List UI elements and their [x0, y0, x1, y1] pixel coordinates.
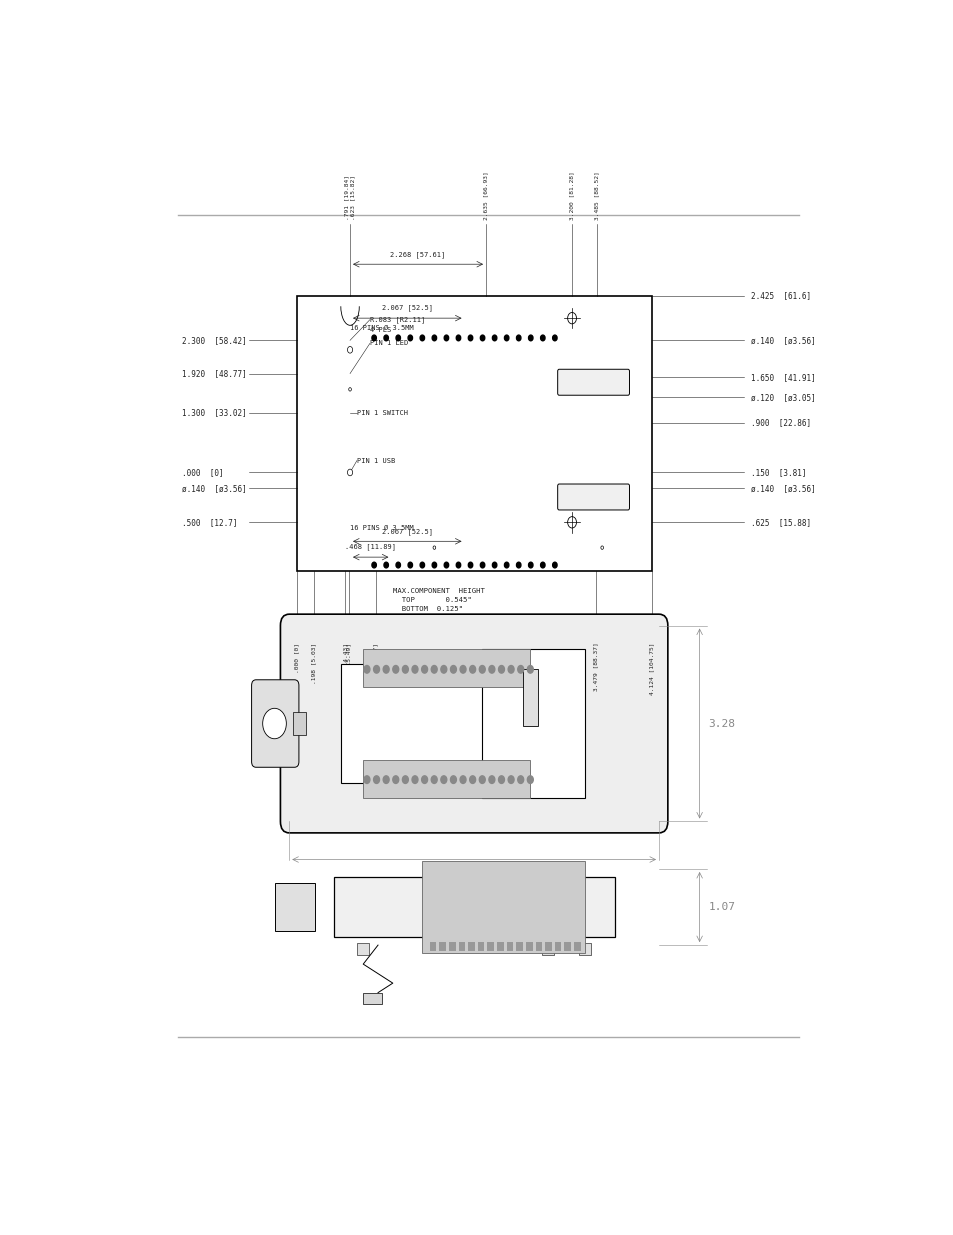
Circle shape	[508, 666, 514, 673]
Bar	[293, 713, 306, 735]
Text: 3.479 [88.37]: 3.479 [88.37]	[593, 642, 598, 692]
Text: 3.485 [88.52]: 3.485 [88.52]	[594, 170, 598, 220]
Text: .610 [15.49]: .610 [15.49]	[346, 642, 352, 688]
Text: .468 [11.89]: .468 [11.89]	[345, 543, 395, 551]
Circle shape	[528, 335, 533, 341]
Circle shape	[431, 666, 436, 673]
Text: .198 [5.03]: .198 [5.03]	[311, 642, 315, 684]
Circle shape	[527, 666, 533, 673]
Text: .625  [15.88]: .625 [15.88]	[751, 517, 811, 527]
Bar	[341, 663, 570, 783]
Bar	[363, 760, 529, 798]
Bar	[574, 942, 580, 951]
Text: .150  [3.81]: .150 [3.81]	[751, 468, 806, 477]
Circle shape	[450, 666, 456, 673]
Text: .000 [0]: .000 [0]	[294, 642, 299, 673]
Text: .900  [22.86]: .900 [22.86]	[751, 419, 811, 427]
Circle shape	[374, 776, 379, 783]
Bar	[525, 942, 532, 951]
Circle shape	[492, 562, 497, 568]
Circle shape	[567, 312, 576, 324]
Bar	[449, 942, 456, 951]
Circle shape	[412, 776, 417, 783]
Circle shape	[347, 347, 353, 353]
Circle shape	[421, 666, 427, 673]
Text: 2.635 [66.93]: 2.635 [66.93]	[483, 170, 488, 220]
Circle shape	[480, 562, 484, 568]
Circle shape	[402, 666, 408, 673]
Text: 1.300  [33.02]: 1.300 [33.02]	[182, 409, 247, 417]
Circle shape	[393, 666, 398, 673]
Circle shape	[540, 335, 544, 341]
Bar	[578, 944, 590, 955]
Text: 2.425  [61.6]: 2.425 [61.6]	[751, 291, 811, 300]
Circle shape	[552, 335, 557, 341]
Circle shape	[492, 335, 497, 341]
Circle shape	[552, 562, 557, 568]
Circle shape	[488, 666, 495, 673]
FancyBboxPatch shape	[280, 614, 667, 832]
Circle shape	[517, 776, 523, 783]
Text: PIN 1 USB: PIN 1 USB	[356, 458, 395, 463]
Text: .500  [12.7]: .500 [12.7]	[182, 517, 237, 527]
Text: 5.77: 5.77	[460, 872, 487, 882]
Circle shape	[402, 776, 408, 783]
Bar	[497, 942, 503, 951]
Bar	[429, 942, 436, 951]
Bar	[439, 942, 446, 951]
Text: .791 [19.84]
.623 [15.82]: .791 [19.84] .623 [15.82]	[344, 174, 355, 220]
Text: 1.650  [41.91]: 1.650 [41.91]	[751, 373, 815, 382]
Circle shape	[433, 546, 436, 550]
Bar	[363, 650, 529, 688]
Circle shape	[517, 666, 523, 673]
Circle shape	[498, 776, 504, 783]
Circle shape	[504, 562, 508, 568]
Text: .000  [0]: .000 [0]	[182, 468, 224, 477]
Circle shape	[432, 335, 436, 341]
Circle shape	[440, 666, 446, 673]
Circle shape	[468, 562, 473, 568]
Bar	[363, 993, 381, 1004]
Circle shape	[480, 335, 484, 341]
Circle shape	[408, 562, 412, 568]
Circle shape	[508, 776, 514, 783]
Circle shape	[528, 562, 533, 568]
Text: .924 [23.47]: .924 [23.47]	[374, 642, 378, 688]
Circle shape	[383, 335, 388, 341]
Circle shape	[459, 776, 465, 783]
Circle shape	[408, 335, 412, 341]
Circle shape	[444, 335, 448, 341]
Text: 3.28: 3.28	[708, 719, 735, 729]
Text: 16 PINS Ø 3.5MM: 16 PINS Ø 3.5MM	[350, 525, 414, 531]
Circle shape	[347, 469, 353, 475]
Circle shape	[432, 562, 436, 568]
Bar	[564, 942, 571, 951]
Circle shape	[419, 335, 424, 341]
Text: 16 PINS Ø 3.5MM: 16 PINS Ø 3.5MM	[350, 325, 414, 331]
Circle shape	[450, 776, 456, 783]
Circle shape	[478, 776, 485, 783]
Text: 1.920  [48.77]: 1.920 [48.77]	[182, 369, 247, 378]
FancyBboxPatch shape	[558, 484, 629, 510]
Circle shape	[364, 776, 370, 783]
Bar	[357, 944, 369, 955]
Circle shape	[469, 666, 476, 673]
Circle shape	[395, 335, 400, 341]
Text: .566 [14.43]: .566 [14.43]	[342, 642, 348, 688]
Bar	[477, 942, 484, 951]
Circle shape	[468, 335, 473, 341]
Circle shape	[567, 516, 576, 529]
Bar	[487, 942, 494, 951]
Text: PIN 1 SWITCH: PIN 1 SWITCH	[356, 410, 408, 416]
Circle shape	[440, 776, 446, 783]
Circle shape	[488, 776, 495, 783]
Circle shape	[372, 335, 376, 341]
Circle shape	[262, 709, 286, 739]
Circle shape	[516, 335, 520, 341]
Text: 4 PLS: 4 PLS	[370, 327, 391, 333]
Circle shape	[383, 776, 389, 783]
Circle shape	[478, 666, 485, 673]
Circle shape	[456, 335, 460, 341]
Text: 2.067 [52.5]: 2.067 [52.5]	[381, 305, 433, 311]
Circle shape	[412, 666, 417, 673]
